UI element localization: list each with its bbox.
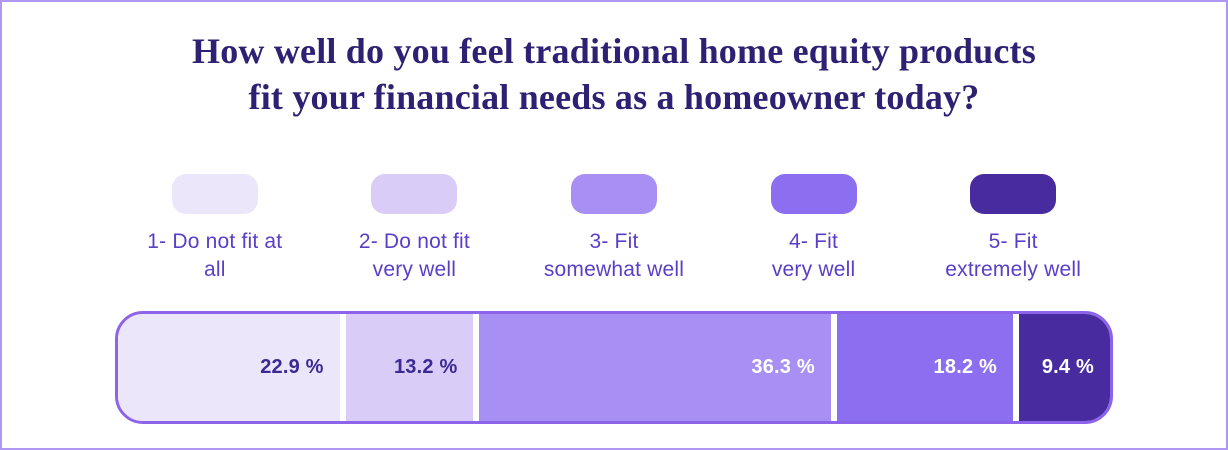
bar-segment-5-fit-extremely-well: 9.4 % <box>1019 314 1110 421</box>
legend-item-3-fit-somewhat-well: 3- Fit somewhat well <box>514 174 714 284</box>
legend-label: 1- Do not fit at all <box>147 230 283 281</box>
legend-label: 4- Fit very well <box>771 230 856 281</box>
legend-label: 3- Fit somewhat well <box>543 230 685 281</box>
bar-segment-1-do-not-fit-at-all: 22.9 % <box>118 314 340 421</box>
chart-title-line-2: fit your financial needs as a homeowner … <box>248 77 980 117</box>
legend-swatch <box>171 174 258 214</box>
chart-title-line-1: How well do you feel traditional home eq… <box>192 31 1036 71</box>
stacked-bar: 22.9 % 13.2 % 36.3 % 18.2 % 9.4 % <box>115 311 1113 424</box>
legend-item-1-do-not-fit-at-all: 1- Do not fit at all <box>115 174 315 284</box>
legend-swatch <box>770 174 857 214</box>
segment-value-label: 9.4 % <box>1041 356 1094 378</box>
legend: 1- Do not fit at all 2- Do not fit very … <box>115 174 1113 284</box>
legend-label: 5- Fit extremely well <box>945 230 1082 281</box>
segment-value-label: 13.2 % <box>393 356 458 378</box>
bar-segment-3-fit-somewhat-well: 36.3 % <box>479 314 831 421</box>
segment-value-label: 36.3 % <box>751 356 815 378</box>
legend-item-4-fit-very-well: 4- Fit very well <box>714 174 914 284</box>
chart-body: 1- Do not fit at all 2- Do not fit very … <box>115 174 1113 424</box>
legend-label: 2- Do not fit very well <box>358 230 470 281</box>
legend-item-2-do-not-fit-very-well: 2- Do not fit very well <box>315 174 515 284</box>
legend-swatch <box>970 174 1057 214</box>
bar-segment-2-do-not-fit-very-well: 13.2 % <box>345 314 474 421</box>
chart-title: How well do you feel traditional home eq… <box>2 28 1226 120</box>
bar-segment-4-fit-very-well: 18.2 % <box>836 314 1014 421</box>
legend-item-5-fit-extremely-well: 5- Fit extremely well <box>913 174 1113 284</box>
legend-swatch <box>570 174 657 214</box>
segment-value-label: 22.9 % <box>260 356 324 378</box>
segment-value-label: 18.2 % <box>933 356 998 378</box>
legend-swatch <box>371 174 458 214</box>
